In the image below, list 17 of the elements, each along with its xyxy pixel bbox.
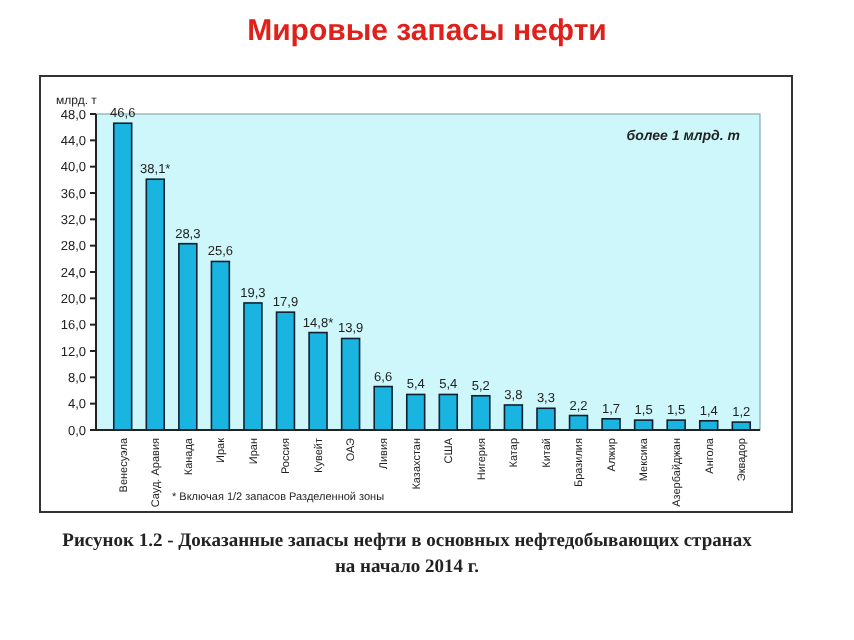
chart-title: Мировые запасы нефти	[247, 14, 607, 48]
bar	[112, 122, 133, 431]
bar	[178, 242, 198, 431]
bar	[308, 331, 328, 431]
bar	[405, 393, 426, 431]
text: Рисунок 1.2 - Доказанные запасы нефти в основных нефтедобывающих странах на начало 2014 г.	[62, 532, 753, 578]
bar	[503, 404, 524, 431]
bar	[438, 393, 459, 431]
bar	[210, 260, 231, 431]
bar	[275, 311, 296, 431]
bar	[373, 385, 393, 431]
bar	[243, 302, 263, 431]
bar	[666, 419, 686, 431]
bar	[340, 337, 361, 431]
bar	[145, 178, 166, 431]
bar	[471, 394, 491, 431]
bar	[536, 407, 556, 431]
